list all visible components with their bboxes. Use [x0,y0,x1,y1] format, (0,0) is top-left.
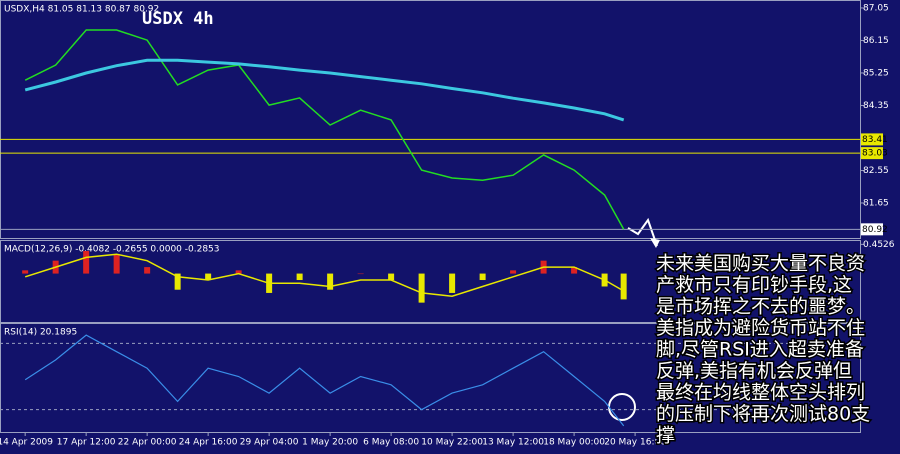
y-tick-label: 81.65 [863,198,889,208]
macd-bar [357,273,364,275]
last-price-box [861,223,883,236]
last-price-label: 80.92 [862,225,888,235]
macd-bar [510,270,517,274]
price-line [24,29,625,230]
macd-bar [571,267,578,274]
macd-signal [24,253,625,297]
annotation-line: 最终在均线整体空头排列 [656,382,865,404]
macd-bar [449,273,456,293]
annotation-line: 反弹,美指有机会反弹但 [656,360,852,382]
level-label-box [861,147,883,160]
y-tick-label: 82.55 [863,166,889,176]
chart-title: USDX 4h [142,9,214,29]
x-tick-label: 10 May 22:00 [421,438,483,448]
macd-bar [620,273,627,300]
x-tick-label: 18 May 00:00 [543,438,605,448]
macd-bar [22,270,29,274]
panel-frames [0,0,861,433]
annotation-line: 脚,尽管RSI进入超卖准备 [656,339,864,361]
level-label: 83.41 [862,135,888,145]
x-tick-label: 1 May 20:00 [302,438,358,448]
x-tick-label: 20 May 16:00 [604,438,666,448]
level-label-box [861,133,883,146]
macd-bar [113,254,120,274]
macd-bar [327,273,334,290]
macd-title: MACD(12,26,9) -0.4082 -0.2655 0.0000 -0.… [4,245,220,255]
annotation-line: 撑 [656,425,675,447]
moving-average [24,58,625,122]
x-tick-label: 29 Apr 04:00 [240,438,299,448]
macd-bar [296,273,303,281]
x-tick-label: 14 Apr 2009 [0,438,53,448]
macd-bar [235,270,242,274]
y-tick-label: 84.35 [863,101,889,111]
macd-bar [388,273,395,281]
annotation-line: 是市场挥之不去的噩梦。 [656,296,865,318]
y-tick-label: 86.15 [863,36,889,46]
macd-tick-label: 0.4526 [863,240,895,250]
rsi-title: RSI(14) 20.1895 [4,328,77,338]
macd-bar [205,273,212,281]
x-tick-label: 6 May 08:00 [363,438,419,448]
x-tick-label: 17 Apr 12:00 [57,438,116,448]
macd-bar [83,250,90,274]
rsi-line [24,334,625,427]
x-tick-label: 22 Apr 00:00 [118,438,177,448]
macd-bar [418,273,425,303]
macd-bar [479,273,486,281]
annotation-line: 未来美国购买大量不良资 [656,253,865,275]
annotation-line: 美指成为避险货币站不住 [656,317,865,339]
arrow-head [650,238,660,248]
x-tick-label: 24 Apr 16:00 [179,438,238,448]
header: USDX,H4 81.05 81.13 80.87 80.92 [4,5,159,15]
x-tick-label: 13 May 12:00 [482,438,544,448]
level-label: 83.03 [862,149,888,159]
annotation-line: 产救市只有印钞手段,这 [656,274,852,296]
y-tick-label: 85.25 [863,68,889,78]
macd-bar [174,273,181,290]
arrow [627,217,658,247]
macd-bar [144,267,151,274]
annotation-line: 的压制下将再次测试80支 [656,403,870,425]
y-tick-label: 87.05 [863,3,889,13]
